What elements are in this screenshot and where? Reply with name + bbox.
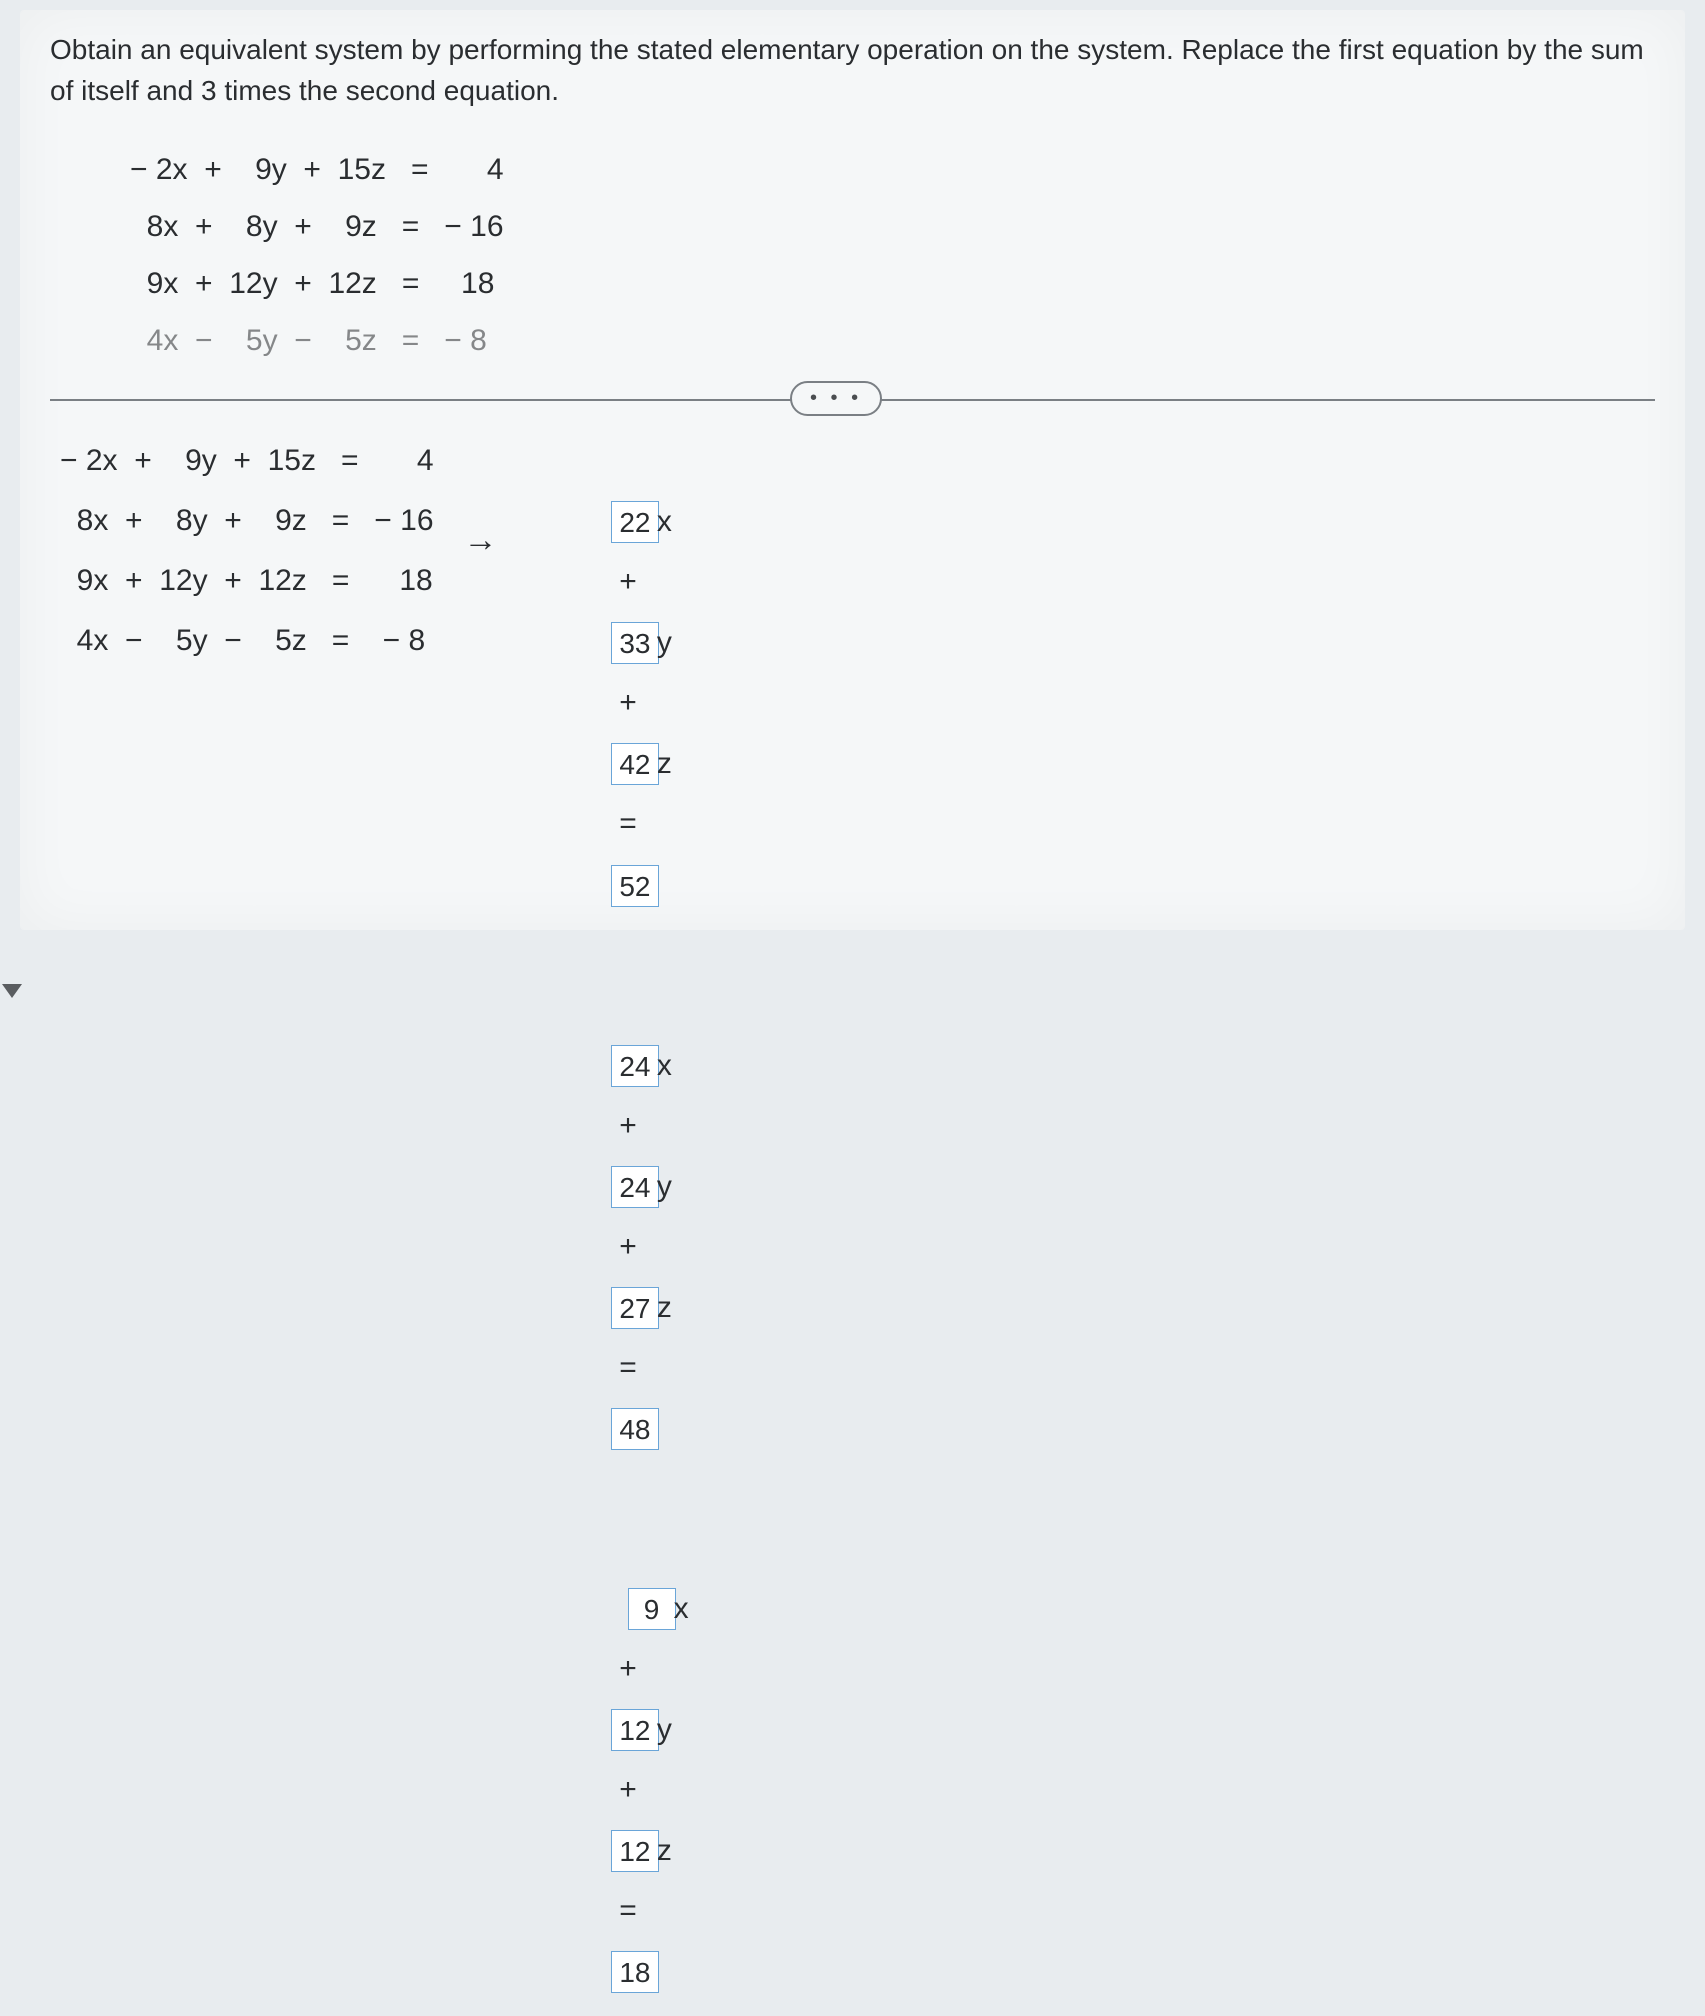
answer-input[interactable]: 12 bbox=[611, 1830, 659, 1872]
op: + bbox=[619, 1773, 637, 1806]
eq-row: − 2x + 9y + 15z = 4 bbox=[60, 431, 434, 491]
var-z: z bbox=[657, 1278, 672, 1338]
var-z: z bbox=[657, 734, 672, 794]
var-x: x bbox=[657, 492, 672, 552]
answer-input[interactable]: 12 bbox=[611, 1709, 659, 1751]
given-system: − 2x + 9y + 15z = 4 8x + 8y + 9z = − 16 … bbox=[130, 141, 1655, 369]
question-panel: Obtain an equivalent system by performin… bbox=[20, 10, 1685, 930]
var-y: y bbox=[657, 1700, 672, 1760]
page-dropdown-icon[interactable] bbox=[2, 984, 22, 998]
var-y: y bbox=[657, 1157, 672, 1217]
answer-input[interactable]: 33 bbox=[611, 622, 659, 664]
op: + bbox=[619, 1230, 637, 1263]
divider: • • • bbox=[50, 399, 1655, 401]
answer-input[interactable]: 18 bbox=[611, 1951, 659, 1993]
expand-button[interactable]: • • • bbox=[790, 381, 882, 416]
answer-row: 9x + 12y + 12z = 18 bbox=[528, 1518, 968, 2016]
question-text: Obtain an equivalent system by performin… bbox=[50, 30, 1655, 111]
answer-row: 24x + 24y + 27z = 48 bbox=[528, 974, 968, 1517]
op: + bbox=[619, 686, 637, 719]
answer-input[interactable]: 52 bbox=[611, 865, 659, 907]
answer-input[interactable]: 22 bbox=[611, 501, 659, 543]
answer-input[interactable]: 27 bbox=[611, 1287, 659, 1329]
answer-input[interactable]: 42 bbox=[611, 743, 659, 785]
eq-row: − 2x + 9y + 15z = 4 bbox=[130, 141, 1655, 198]
eq-row: 9x + 12y + 12z = 18 bbox=[130, 255, 1655, 312]
var-z: z bbox=[657, 1821, 672, 1881]
answer-row: 22x + 33y + 42z = 52 bbox=[528, 431, 968, 974]
var-x: x bbox=[657, 1036, 672, 1096]
left-system: − 2x + 9y + 15z = 4 8x + 8y + 9z = − 16 … bbox=[60, 431, 434, 671]
op: + bbox=[619, 1652, 637, 1685]
eq-row: 8x + 8y + 9z = − 16 bbox=[60, 491, 434, 551]
answer-input[interactable]: 24 bbox=[611, 1045, 659, 1087]
right-system: 22x + 33y + 42z = 52 24x + 24y + 27z = bbox=[528, 431, 968, 2016]
answer-input[interactable]: 48 bbox=[611, 1408, 659, 1450]
eq-row: 4x − 5y − 5z = − 8 bbox=[60, 611, 434, 671]
answer-input[interactable]: 9 bbox=[628, 1588, 676, 1630]
var-x: x bbox=[674, 1579, 689, 1639]
answer-input[interactable]: 24 bbox=[611, 1166, 659, 1208]
work-area: − 2x + 9y + 15z = 4 8x + 8y + 9z = − 16 … bbox=[50, 431, 1655, 2016]
op: + bbox=[619, 1109, 637, 1142]
eq-row-cutoff: 4x − 5y − 5z = − 8 bbox=[130, 312, 1655, 369]
var-y: y bbox=[657, 613, 672, 673]
arrow-icon: → bbox=[464, 521, 498, 560]
eq-row: 8x + 8y + 9z = − 16 bbox=[130, 198, 1655, 255]
op: + bbox=[619, 565, 637, 598]
eq-row: 9x + 12y + 12z = 18 bbox=[60, 551, 434, 611]
